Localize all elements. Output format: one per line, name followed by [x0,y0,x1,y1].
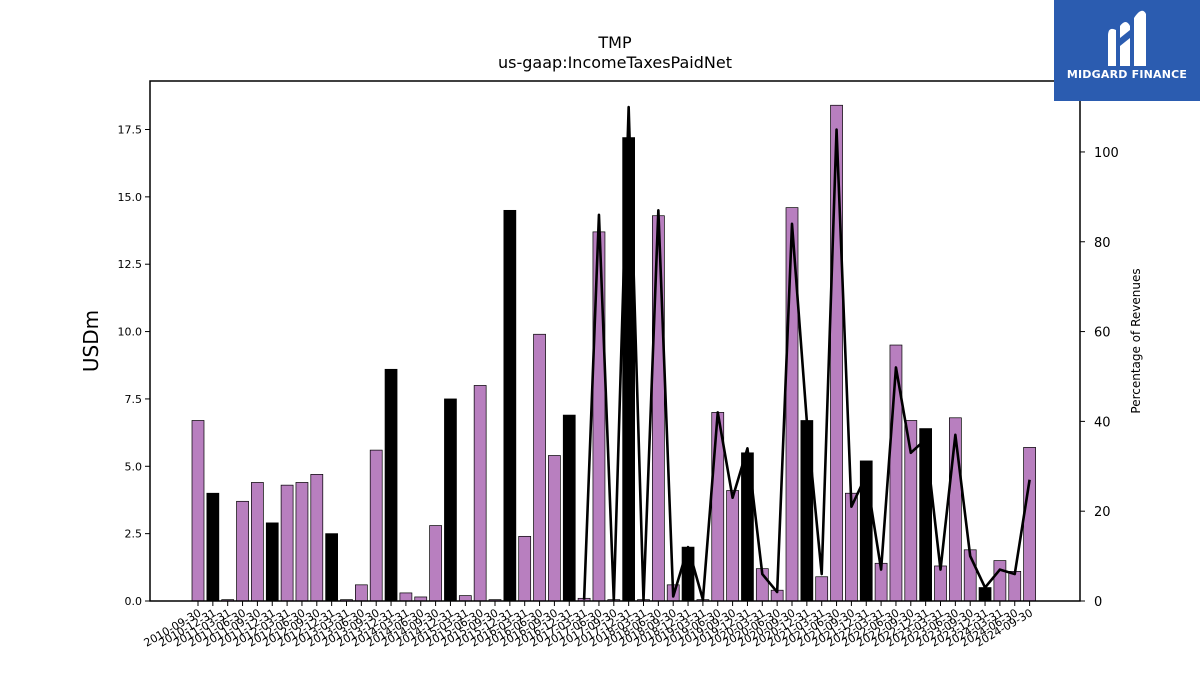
y2-tick-label: 100 [1094,146,1119,161]
bar [919,428,933,602]
bar [251,482,264,602]
y-tick-label: 12.5 [118,258,143,271]
bar [503,209,517,602]
chart-subtitle: us-gaap:IncomeTaxesPaidNet [498,53,732,72]
y-tick-label: 17.5 [118,123,143,136]
bar [369,449,383,602]
y-tick-label: 2.5 [125,528,143,541]
bar [651,215,665,602]
y2-tick-label: 60 [1094,326,1111,341]
bar [681,546,695,602]
y2-tick-label: 20 [1094,505,1111,520]
bar [265,522,279,602]
bar [548,455,561,602]
bar [1008,571,1022,602]
bar [429,525,442,602]
bar [236,500,249,602]
bar [458,595,472,602]
bar [800,420,814,602]
bar [815,576,829,602]
y-tick-label: 0.0 [125,595,143,608]
bar [325,533,338,602]
bar [592,231,606,602]
y-axis-label: USDm [79,310,103,372]
bar [1023,447,1036,602]
y-tick-label: 5.0 [125,460,143,473]
y2-tick-label: 80 [1094,236,1111,251]
bar [444,398,457,602]
brand-name: MIDGARD FINANCE [1066,68,1188,81]
y-tick-label: 15.0 [118,191,143,204]
bar [295,482,309,602]
y-tick-label: 10.0 [118,326,143,339]
bar [473,385,487,602]
bar [280,484,294,602]
bar [845,492,858,602]
bar-series [191,104,1036,602]
bar [399,592,413,602]
y2-tick-label: 0 [1094,595,1102,610]
bar [978,587,992,602]
bar [310,474,324,602]
right-axis-ticks: 0 20 40 60 80 100 [1080,146,1119,610]
bar [533,333,546,602]
percentage-line-series [582,105,1031,602]
percentage-line [582,105,1031,602]
bar [518,535,532,602]
bar [993,560,1007,602]
bar [934,565,947,602]
y-tick-label: 7.5 [125,393,143,406]
left-axis-ticks: 0.0 2.5 5.0 7.5 10.0 12.5 15.0 17.5 [118,123,150,608]
bar [384,368,398,602]
midgard-finance-logo: MIDGARD FINANCE [1054,0,1200,101]
chart-title: TMP [597,33,632,52]
bar [562,414,576,602]
bar [726,490,739,602]
midgard-logo-icon [1108,10,1146,66]
bar [355,584,368,602]
bar [830,104,843,602]
x-axis-ticks: 2010-09-302010-12-312011-03-312011-06-30… [142,601,1035,650]
y2-axis-label: Percentage of Revenues [1129,268,1143,413]
plot-frame [149,80,1081,602]
y2-tick-label: 40 [1094,415,1111,430]
bar [206,492,220,602]
bar [191,420,205,602]
